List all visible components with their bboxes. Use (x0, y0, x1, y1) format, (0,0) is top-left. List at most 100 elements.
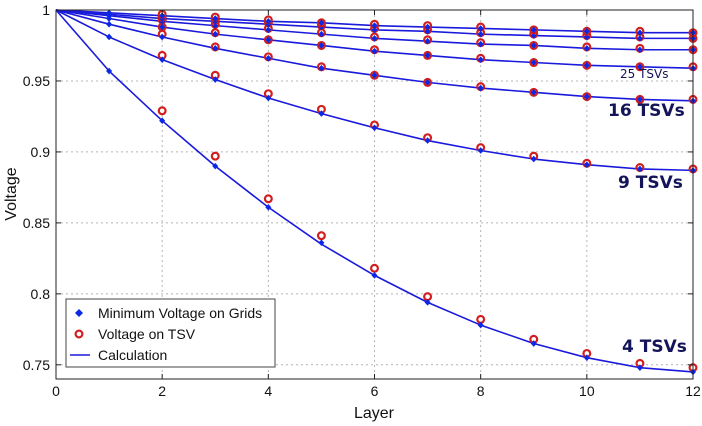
grid-min-voltage-point (583, 93, 590, 100)
y-tick-label: 0.85 (23, 215, 50, 231)
grid-min-voltage-point (424, 37, 431, 45)
grid-min-voltage-point (636, 63, 643, 71)
annotation-4-tsvs: 4 TSVs (622, 337, 687, 357)
grid-min-voltage-point (477, 321, 484, 329)
grid-min-voltage-point (636, 364, 643, 371)
legend-box (65, 298, 276, 368)
grid-min-voltage-point (212, 45, 219, 52)
grid-min-voltage-point (530, 340, 537, 347)
y-tick-label: 0.95 (23, 73, 50, 89)
grid-min-voltage-point (371, 22, 378, 29)
grid-min-voltage-point (159, 117, 166, 124)
grid-min-voltage-point (212, 15, 219, 22)
grid-min-voltage-point (265, 18, 272, 25)
grid-min-voltage-point (636, 96, 643, 103)
grid-min-voltage-point (477, 30, 484, 38)
series-group-1 (55, 9, 698, 376)
grid-min-voltage-point (530, 42, 537, 49)
grid-min-voltage-point (477, 56, 484, 63)
grid-min-voltage-point (106, 67, 113, 75)
grid-min-voltage-point (318, 64, 325, 72)
grid-min-voltage-point (636, 46, 643, 54)
grid-min-voltage-point (318, 19, 325, 27)
grid-min-voltage-point (212, 76, 219, 83)
legend-diamond-marker (75, 309, 83, 317)
grid-min-voltage-point (530, 155, 537, 163)
grid-min-voltage-point (636, 165, 643, 173)
legend-label-grids: Minimum Voltage on Grids (98, 305, 262, 321)
series-group-4 (55, 9, 698, 72)
grid-min-voltage-point (371, 47, 378, 55)
y-tick-label: 0.9 (31, 144, 51, 160)
annotation-25-tsvs: 25 TSVs (620, 67, 669, 81)
grid-min-voltage-point (318, 30, 325, 38)
grid-min-voltage-point (265, 203, 272, 211)
grid-min-voltage-point (371, 35, 378, 42)
grid-min-voltage-point (424, 52, 431, 59)
grid-min-voltage-point (159, 12, 166, 19)
x-tick-label: 10 (579, 383, 595, 399)
tsv-voltage-point (210, 151, 220, 161)
grid-min-voltage-point (106, 20, 113, 28)
grid-min-voltage-point (530, 59, 537, 66)
grid-min-voltage-point (265, 26, 272, 34)
grid-min-voltage-point (583, 33, 590, 41)
legend: Minimum Voltage on Grids Voltage on TSV … (65, 298, 276, 368)
grid-min-voltage-point (371, 124, 378, 132)
grid-min-voltage-point (159, 23, 166, 31)
grid-min-voltage-point (371, 272, 378, 279)
grid-min-voltage-point (159, 56, 166, 63)
grid-min-voltage-point (265, 54, 272, 62)
grid-min-voltage-point (265, 94, 272, 102)
legend-label-calculation: Calculation (98, 347, 167, 363)
grid-min-voltage-point (106, 9, 113, 17)
y-tick-label: 0.75 (23, 357, 50, 373)
grid-min-voltage-point (636, 29, 643, 37)
y-tick-label: 0.8 (31, 286, 51, 302)
grid-min-voltage-point (159, 33, 166, 41)
y-axis-title: Voltage (3, 167, 20, 220)
legend-circle-marker (74, 329, 84, 339)
grid-min-voltage-point (371, 71, 378, 79)
grid-min-voltage-point (636, 35, 643, 42)
grid-min-voltage-point (212, 30, 219, 38)
grid-min-voltage-point (583, 161, 590, 168)
x-tick-label: 0 (52, 383, 60, 399)
axis-ticks: 0 2 4 6 8 10 12 0.75 0.8 0.85 0.9 0.95 1 (23, 2, 701, 399)
tsv-voltage-point (157, 106, 167, 116)
grid-min-voltage-point (583, 354, 590, 362)
x-tick-label: 4 (264, 383, 272, 399)
tsv-voltage-point (263, 194, 273, 204)
x-axis-title: Layer (354, 405, 395, 422)
grid-min-voltage-point (583, 45, 590, 52)
grid-min-voltage-point (424, 79, 431, 86)
x-tick-label: 8 (477, 383, 485, 399)
grid-min-voltage-point (583, 62, 590, 69)
grid-min-voltage-point (477, 25, 484, 32)
grid-min-voltage-point (212, 162, 219, 170)
grid-min-voltage-point (265, 36, 272, 44)
x-tick-label: 6 (371, 383, 379, 399)
grid-min-voltage-point (318, 239, 325, 247)
grid-min-voltage-point (530, 26, 537, 34)
grid-min-voltage-point (424, 23, 431, 31)
grid-min-voltage-point (477, 40, 484, 48)
tsv-voltage-point (370, 263, 380, 273)
x-tick-label: 12 (685, 383, 701, 399)
grid-min-voltage-point (424, 137, 431, 144)
grid-min-voltage-point (318, 110, 325, 117)
grid-min-voltage-point (424, 299, 431, 306)
grid-min-voltage-point (477, 84, 484, 92)
x-tick-label: 2 (158, 383, 166, 399)
grid-min-voltage-point (106, 33, 113, 41)
annotation-9-tsvs: 9 TSVs (618, 173, 683, 193)
grid-min-voltage-point (477, 147, 484, 154)
grid-min-voltage-point (583, 27, 590, 35)
series-group-2 (55, 9, 698, 174)
y-tick-label: 1 (42, 2, 50, 18)
grid-min-voltage-point (530, 89, 537, 96)
tsv-voltage-point (316, 231, 326, 241)
grid-min-voltage-point (318, 42, 325, 49)
